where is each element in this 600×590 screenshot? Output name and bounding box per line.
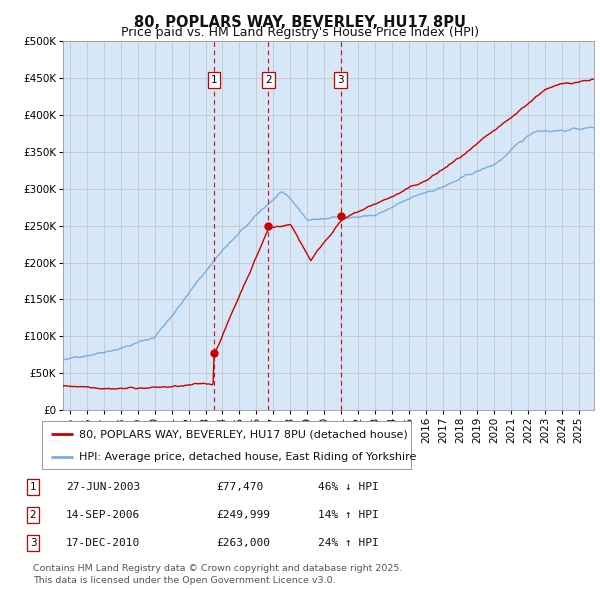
Text: 14-SEP-2006: 14-SEP-2006 [66,510,140,520]
Text: 27-JUN-2003: 27-JUN-2003 [66,482,140,491]
Text: £77,470: £77,470 [216,482,263,491]
Text: 80, POPLARS WAY, BEVERLEY, HU17 8PU (detached house): 80, POPLARS WAY, BEVERLEY, HU17 8PU (det… [79,429,407,439]
Text: 2: 2 [265,75,272,84]
Text: £263,000: £263,000 [216,538,270,548]
Text: 3: 3 [29,538,37,548]
Text: 3: 3 [337,75,344,84]
Text: Contains HM Land Registry data © Crown copyright and database right 2025.
This d: Contains HM Land Registry data © Crown c… [33,565,403,585]
Text: 46% ↓ HPI: 46% ↓ HPI [318,482,379,491]
Text: HPI: Average price, detached house, East Riding of Yorkshire: HPI: Average price, detached house, East… [79,453,416,463]
Text: 17-DEC-2010: 17-DEC-2010 [66,538,140,548]
Text: Price paid vs. HM Land Registry's House Price Index (HPI): Price paid vs. HM Land Registry's House … [121,26,479,39]
Text: £249,999: £249,999 [216,510,270,520]
Text: 1: 1 [29,482,37,491]
Text: 80, POPLARS WAY, BEVERLEY, HU17 8PU: 80, POPLARS WAY, BEVERLEY, HU17 8PU [134,15,466,30]
Text: 14% ↑ HPI: 14% ↑ HPI [318,510,379,520]
Text: 1: 1 [211,75,217,84]
Text: 24% ↑ HPI: 24% ↑ HPI [318,538,379,548]
Text: 2: 2 [29,510,37,520]
